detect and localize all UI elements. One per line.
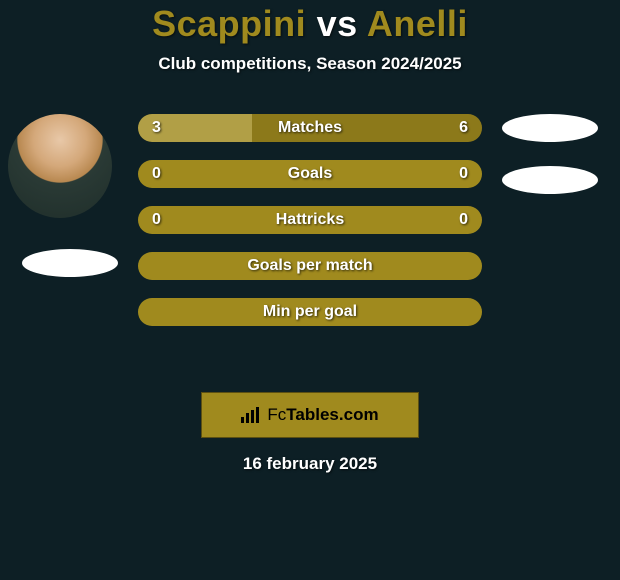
- title-player2: Anelli: [367, 3, 468, 44]
- stat-label: Goals per match: [138, 252, 482, 280]
- main-area: 36Matches00Goals00HattricksGoals per mat…: [0, 114, 620, 374]
- stat-label: Min per goal: [138, 298, 482, 326]
- stat-left-value: 3: [152, 114, 161, 142]
- player2-jersey-icon-alt: [502, 166, 598, 194]
- title-player1: Scappini: [152, 3, 306, 44]
- stat-right-value: 6: [459, 114, 468, 142]
- stat-row: 0 0Hattricks: [138, 206, 482, 234]
- stat-right-value: 0: [459, 160, 468, 188]
- stat-label: Hattricks: [138, 206, 482, 234]
- stat-left-value: 0: [152, 160, 161, 188]
- stat-label: Goals: [138, 160, 482, 188]
- comparison-card: Scappini vs Anelli Club competitions, Se…: [0, 0, 620, 474]
- subtitle: Club competitions, Season 2024/2025: [0, 54, 620, 74]
- brand-prefix: Fc: [267, 405, 286, 424]
- brand-suffix: Tables.com: [286, 405, 378, 424]
- stat-row: 36Matches: [138, 114, 482, 142]
- brand-text: FcTables.com: [267, 405, 378, 425]
- footer-date: 16 february 2025: [0, 454, 620, 474]
- stat-left-value: 0: [152, 206, 161, 234]
- stat-right-value: 0: [459, 206, 468, 234]
- brand-badge: FcTables.com: [201, 392, 419, 438]
- stat-bars: 36Matches00Goals00HattricksGoals per mat…: [138, 114, 482, 344]
- stat-right-fill: [252, 114, 482, 142]
- page-title: Scappini vs Anelli: [0, 4, 620, 44]
- stat-row: 0 0Goals: [138, 160, 482, 188]
- stat-row: Min per goal: [138, 298, 482, 326]
- player1-jersey-icon: [22, 249, 118, 277]
- title-vs: vs: [317, 3, 358, 44]
- stat-row: Goals per match: [138, 252, 482, 280]
- bar-chart-icon: [241, 407, 261, 423]
- player2-jersey-icon: [502, 114, 598, 142]
- player1-avatar: [8, 114, 112, 218]
